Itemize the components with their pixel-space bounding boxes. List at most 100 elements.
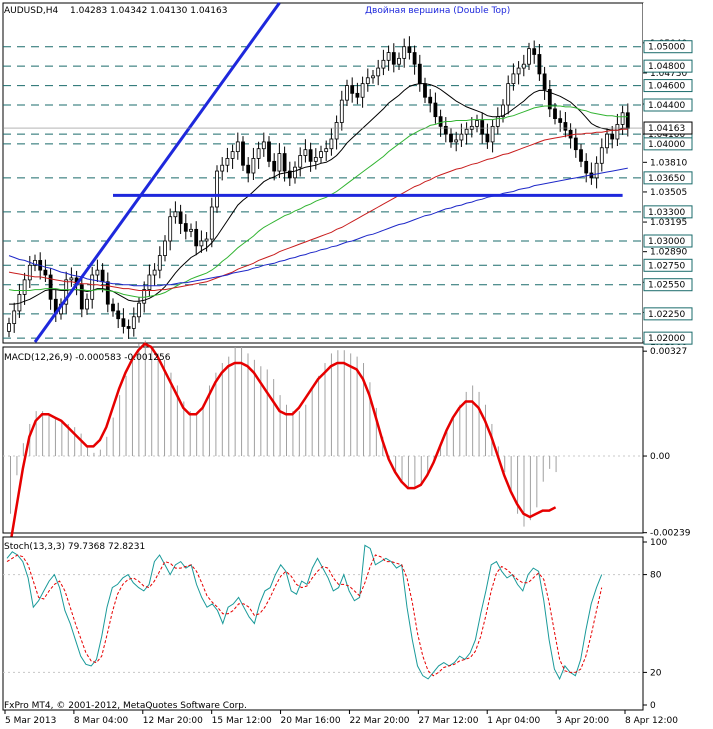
x-tick-label: 15 Mar 12:00: [212, 716, 272, 726]
candle-body: [355, 92, 360, 98]
candle-body: [428, 96, 433, 104]
candle-body: [64, 279, 69, 305]
candle-body: [85, 298, 89, 310]
candle-body: [246, 164, 251, 174]
candle-body: [215, 170, 219, 208]
candle-body: [303, 149, 308, 156]
candle-body: [282, 153, 287, 172]
candle-body: [272, 160, 277, 172]
candle-body: [490, 125, 495, 143]
candle-body: [558, 118, 563, 123]
stoch-tick-label: 80: [650, 571, 662, 581]
candle-body: [459, 133, 464, 141]
candle-body: [178, 211, 183, 224]
price-level-label: 1.04000: [648, 140, 685, 150]
macd-tick-label: -0.00239: [650, 529, 691, 539]
candle-body: [475, 120, 479, 127]
candle-body: [261, 141, 266, 150]
candle-body: [251, 158, 256, 174]
candle-body: [610, 133, 615, 140]
price-level-box: [643, 205, 693, 219]
candle-body: [189, 228, 193, 232]
candle-body: [620, 112, 625, 125]
candle-body: [397, 57, 401, 65]
candle-body: [22, 279, 27, 295]
price-tick-label: 1.03195: [650, 218, 687, 228]
stoch-k-line: [6, 544, 603, 681]
current-price-box: [643, 121, 693, 135]
price-level-box: [643, 307, 693, 321]
candle-body: [157, 255, 162, 271]
price-level-label: 1.02000: [648, 334, 685, 344]
candle-body: [152, 269, 157, 276]
current-price-label: 1.04163: [648, 124, 685, 134]
candle-body: [360, 83, 365, 98]
candle-body: [350, 85, 355, 94]
candle-body: [443, 125, 448, 135]
candle-body: [599, 147, 604, 164]
price-level-label: 1.04800: [648, 62, 685, 72]
candle-body: [605, 133, 609, 149]
candle-body: [183, 223, 188, 232]
candle-body: [568, 129, 573, 139]
macd-tick-label: 0.00327: [650, 347, 687, 357]
x-tick-label: 8 Mar 04:00: [74, 716, 129, 726]
price-level-label: 1.04400: [648, 101, 685, 111]
x-tick-label: 20 Mar 16:00: [281, 716, 341, 726]
symbol-label: AUDUSD,H4: [4, 6, 59, 16]
candle-body: [121, 318, 126, 327]
price-level-box: [643, 59, 693, 73]
price-level-box: [643, 234, 693, 248]
candle-body: [7, 323, 11, 332]
price-panel: 1.050401.047301.044101.041001.038101.035…: [2, 2, 713, 348]
macd-tick-label: 0.00: [650, 452, 670, 462]
price-level-box: [643, 137, 693, 151]
price-level-box: [643, 331, 693, 345]
price-level-box: [643, 171, 693, 185]
candle-body: [194, 228, 199, 247]
stoch-tick-label: 20: [650, 668, 662, 678]
price-level-box: [643, 40, 693, 54]
candle-body: [334, 122, 339, 140]
pattern-annotation: Двойная вершина (Double Top): [365, 6, 510, 16]
x-tick-label: 1 Apr 04:00: [487, 716, 540, 726]
price-level-label: 1.05000: [648, 43, 685, 53]
price-plot-frame: [2, 2, 644, 344]
candle-body: [329, 138, 334, 150]
x-tick-label: 27 Mar 12:00: [418, 716, 478, 726]
candle-body: [516, 67, 521, 75]
x-tick-label: 12 Mar 20:00: [143, 716, 203, 726]
candle-body: [230, 151, 235, 159]
candle-body: [371, 75, 375, 79]
candle-body: [220, 164, 225, 172]
candle-body: [527, 48, 531, 65]
candle-body: [267, 141, 271, 162]
candle-body: [142, 289, 147, 304]
candle-body: [95, 269, 100, 276]
candle-body: [225, 158, 230, 166]
price-tick-label: 1.03810: [650, 158, 687, 168]
candle-body: [402, 46, 407, 59]
candle-body: [625, 112, 630, 129]
candle-body: [137, 302, 141, 318]
candle-body: [277, 153, 282, 172]
candle-body: [33, 260, 37, 266]
candle-body: [376, 67, 381, 77]
candle-body: [163, 240, 167, 256]
price-level-box: [643, 79, 693, 93]
candle-body: [521, 63, 526, 69]
candle-body: [293, 166, 297, 179]
price-level-label: 1.03000: [648, 237, 685, 247]
candle-body: [199, 240, 204, 247]
candle-body: [345, 85, 349, 101]
price-tick-label: 1.04730: [650, 69, 687, 79]
candle-body: [256, 148, 261, 159]
candle-body: [454, 139, 459, 143]
candle-body: [511, 73, 516, 85]
candle-body: [485, 133, 490, 143]
candle-body: [105, 281, 110, 305]
candle-body: [111, 303, 115, 312]
price-level-label: 1.02250: [648, 310, 685, 320]
candle-body: [147, 274, 152, 290]
price-level-label: 1.04100: [648, 130, 685, 140]
